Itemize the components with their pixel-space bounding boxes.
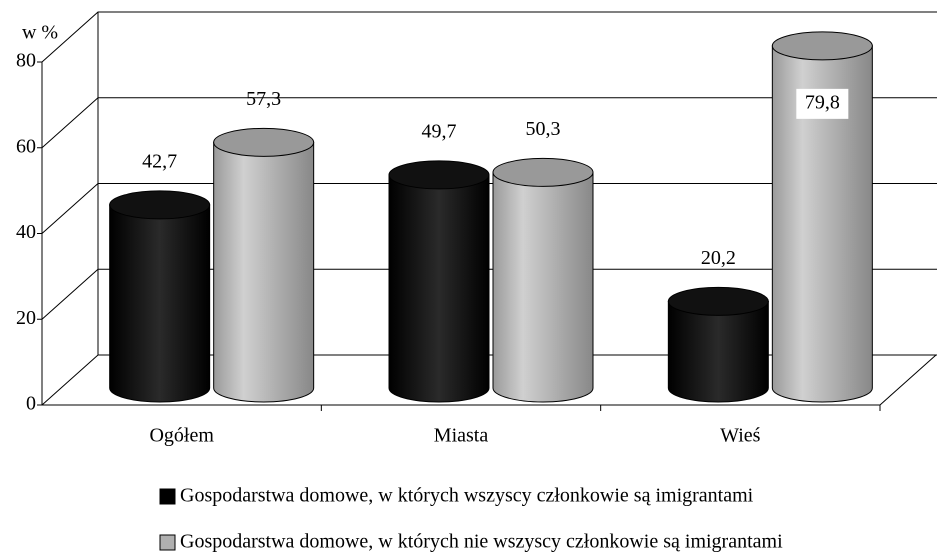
grid-line <box>41 183 937 234</box>
x-tick-label: Miasta <box>434 425 489 447</box>
x-tick-label: Wieś <box>720 425 761 447</box>
legend-label: Gospodarstwa domowe, w których nie wszys… <box>180 531 783 553</box>
bar <box>109 204 211 403</box>
bar <box>492 171 594 403</box>
bar <box>388 174 490 403</box>
grid-line <box>41 97 937 149</box>
y-tick-label: 80 <box>16 50 36 72</box>
bar <box>667 300 769 403</box>
x-tick-label: Ogółem <box>149 425 214 447</box>
value-label: 42,7 <box>142 151 177 173</box>
grid-line <box>41 354 937 406</box>
legend-label: Gospodarstwa domowe, w których wszyscy c… <box>180 485 754 507</box>
value-label: 50,3 <box>526 118 561 140</box>
grid-line <box>41 11 937 63</box>
bar-top <box>213 127 315 157</box>
bar <box>771 45 873 403</box>
y-tick-label: 60 <box>16 135 36 157</box>
y-axis-label: w % <box>22 22 58 44</box>
bar-top <box>388 160 490 190</box>
value-label: 79,8 <box>805 91 840 113</box>
bar-top <box>771 31 873 61</box>
y-tick-label: 40 <box>16 221 36 243</box>
y-tick-label: 0 <box>26 393 36 415</box>
value-label: 49,7 <box>422 121 457 143</box>
bar-top <box>667 286 769 316</box>
value-label: 20,2 <box>701 247 736 269</box>
y-tick-label: 20 <box>16 307 36 329</box>
bar-top <box>109 190 211 220</box>
label-background <box>796 88 849 119</box>
bar-top <box>492 157 594 187</box>
bar <box>213 141 315 403</box>
legend-swatch <box>159 534 176 551</box>
legend-swatch <box>159 488 176 505</box>
grid-line <box>41 268 937 320</box>
value-label: 57,3 <box>246 88 281 110</box>
